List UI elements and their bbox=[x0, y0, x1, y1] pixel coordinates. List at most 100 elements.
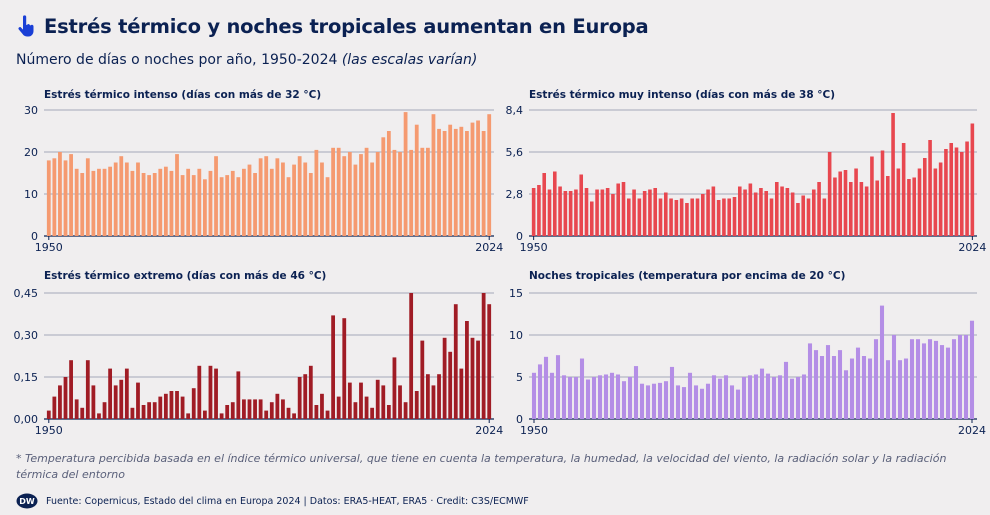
bar bbox=[425, 147, 430, 236]
bar bbox=[873, 339, 879, 419]
bar bbox=[180, 396, 185, 419]
bar bbox=[320, 162, 324, 236]
bar bbox=[331, 315, 336, 419]
bar bbox=[727, 198, 732, 236]
bar bbox=[891, 335, 897, 419]
bar bbox=[771, 377, 777, 419]
bar bbox=[531, 372, 537, 419]
bar bbox=[789, 378, 795, 419]
bar bbox=[375, 379, 380, 419]
bar bbox=[939, 345, 945, 419]
bar bbox=[552, 171, 557, 236]
bar bbox=[838, 171, 843, 236]
bar bbox=[242, 399, 246, 419]
bar bbox=[470, 122, 475, 236]
bar bbox=[197, 365, 202, 419]
bar bbox=[163, 393, 168, 419]
bar bbox=[933, 168, 938, 236]
bar bbox=[269, 168, 274, 236]
x-tick-label-end: 2024 bbox=[958, 424, 986, 437]
bar bbox=[555, 355, 561, 419]
bar bbox=[336, 147, 341, 236]
bar bbox=[542, 173, 547, 236]
bar bbox=[169, 170, 174, 236]
bar bbox=[621, 182, 626, 236]
bar bbox=[626, 198, 631, 236]
bar bbox=[954, 147, 959, 236]
bar bbox=[258, 399, 263, 419]
bar bbox=[831, 356, 837, 419]
bar bbox=[765, 373, 771, 419]
bar bbox=[561, 375, 567, 419]
bar bbox=[476, 120, 480, 236]
bar bbox=[859, 182, 864, 236]
bar bbox=[957, 335, 963, 419]
footer: DW Fuente: Copernicus, Estado del clima … bbox=[16, 493, 529, 509]
bar bbox=[108, 368, 113, 419]
chart-title: Estrés térmico intenso (días con más de … bbox=[44, 89, 321, 101]
bar bbox=[370, 407, 375, 419]
bar bbox=[158, 168, 163, 236]
bar bbox=[52, 158, 57, 236]
bar bbox=[108, 166, 113, 236]
bar bbox=[119, 156, 124, 236]
bar bbox=[465, 131, 469, 236]
bar bbox=[414, 124, 419, 236]
bar bbox=[359, 154, 363, 236]
y-tick-label: 5 bbox=[516, 371, 523, 384]
bar bbox=[558, 186, 562, 236]
bar bbox=[448, 351, 453, 419]
bar bbox=[867, 358, 873, 419]
bar bbox=[690, 198, 695, 236]
bar bbox=[325, 410, 330, 419]
bar bbox=[398, 385, 402, 419]
bar bbox=[589, 201, 594, 236]
bar bbox=[141, 405, 146, 419]
bar bbox=[543, 356, 549, 419]
bar bbox=[531, 188, 536, 236]
bar bbox=[202, 410, 207, 419]
bar bbox=[124, 162, 129, 236]
bar bbox=[921, 343, 927, 419]
bar bbox=[97, 168, 101, 236]
chart-heat-very-strong: Estrés térmico muy intenso (días con más… bbox=[506, 89, 987, 254]
bar bbox=[52, 396, 57, 419]
bar bbox=[113, 162, 118, 236]
y-tick-label: 10 bbox=[24, 188, 38, 201]
bar bbox=[281, 162, 285, 236]
bar bbox=[470, 337, 475, 419]
bar bbox=[97, 413, 101, 419]
bar bbox=[409, 149, 414, 236]
bar bbox=[202, 179, 207, 236]
bar bbox=[843, 170, 848, 236]
bar bbox=[743, 189, 747, 236]
chart-tropical-nights: Noches tropicales (temperatura por encim… bbox=[509, 270, 986, 437]
bar bbox=[741, 377, 747, 419]
bar bbox=[759, 188, 763, 236]
bar bbox=[442, 131, 447, 236]
bar bbox=[885, 360, 891, 419]
bar bbox=[63, 377, 68, 419]
bar bbox=[927, 339, 933, 419]
bar bbox=[896, 168, 901, 236]
bar bbox=[732, 197, 737, 236]
bar bbox=[777, 375, 783, 419]
bar bbox=[208, 170, 213, 236]
bar bbox=[595, 189, 599, 236]
bar bbox=[459, 368, 464, 419]
bar bbox=[242, 168, 246, 236]
bar bbox=[308, 173, 313, 236]
bar bbox=[780, 186, 784, 236]
bar bbox=[681, 387, 687, 419]
bar bbox=[658, 198, 663, 236]
bar bbox=[58, 152, 62, 236]
bar bbox=[453, 304, 458, 419]
bar bbox=[959, 152, 964, 236]
x-tick-label-end: 2024 bbox=[475, 424, 503, 437]
bar bbox=[764, 191, 769, 236]
y-tick-label: 10 bbox=[509, 329, 523, 342]
bar bbox=[208, 365, 213, 419]
bar bbox=[152, 402, 157, 419]
bar bbox=[431, 114, 436, 236]
bar bbox=[695, 198, 700, 236]
